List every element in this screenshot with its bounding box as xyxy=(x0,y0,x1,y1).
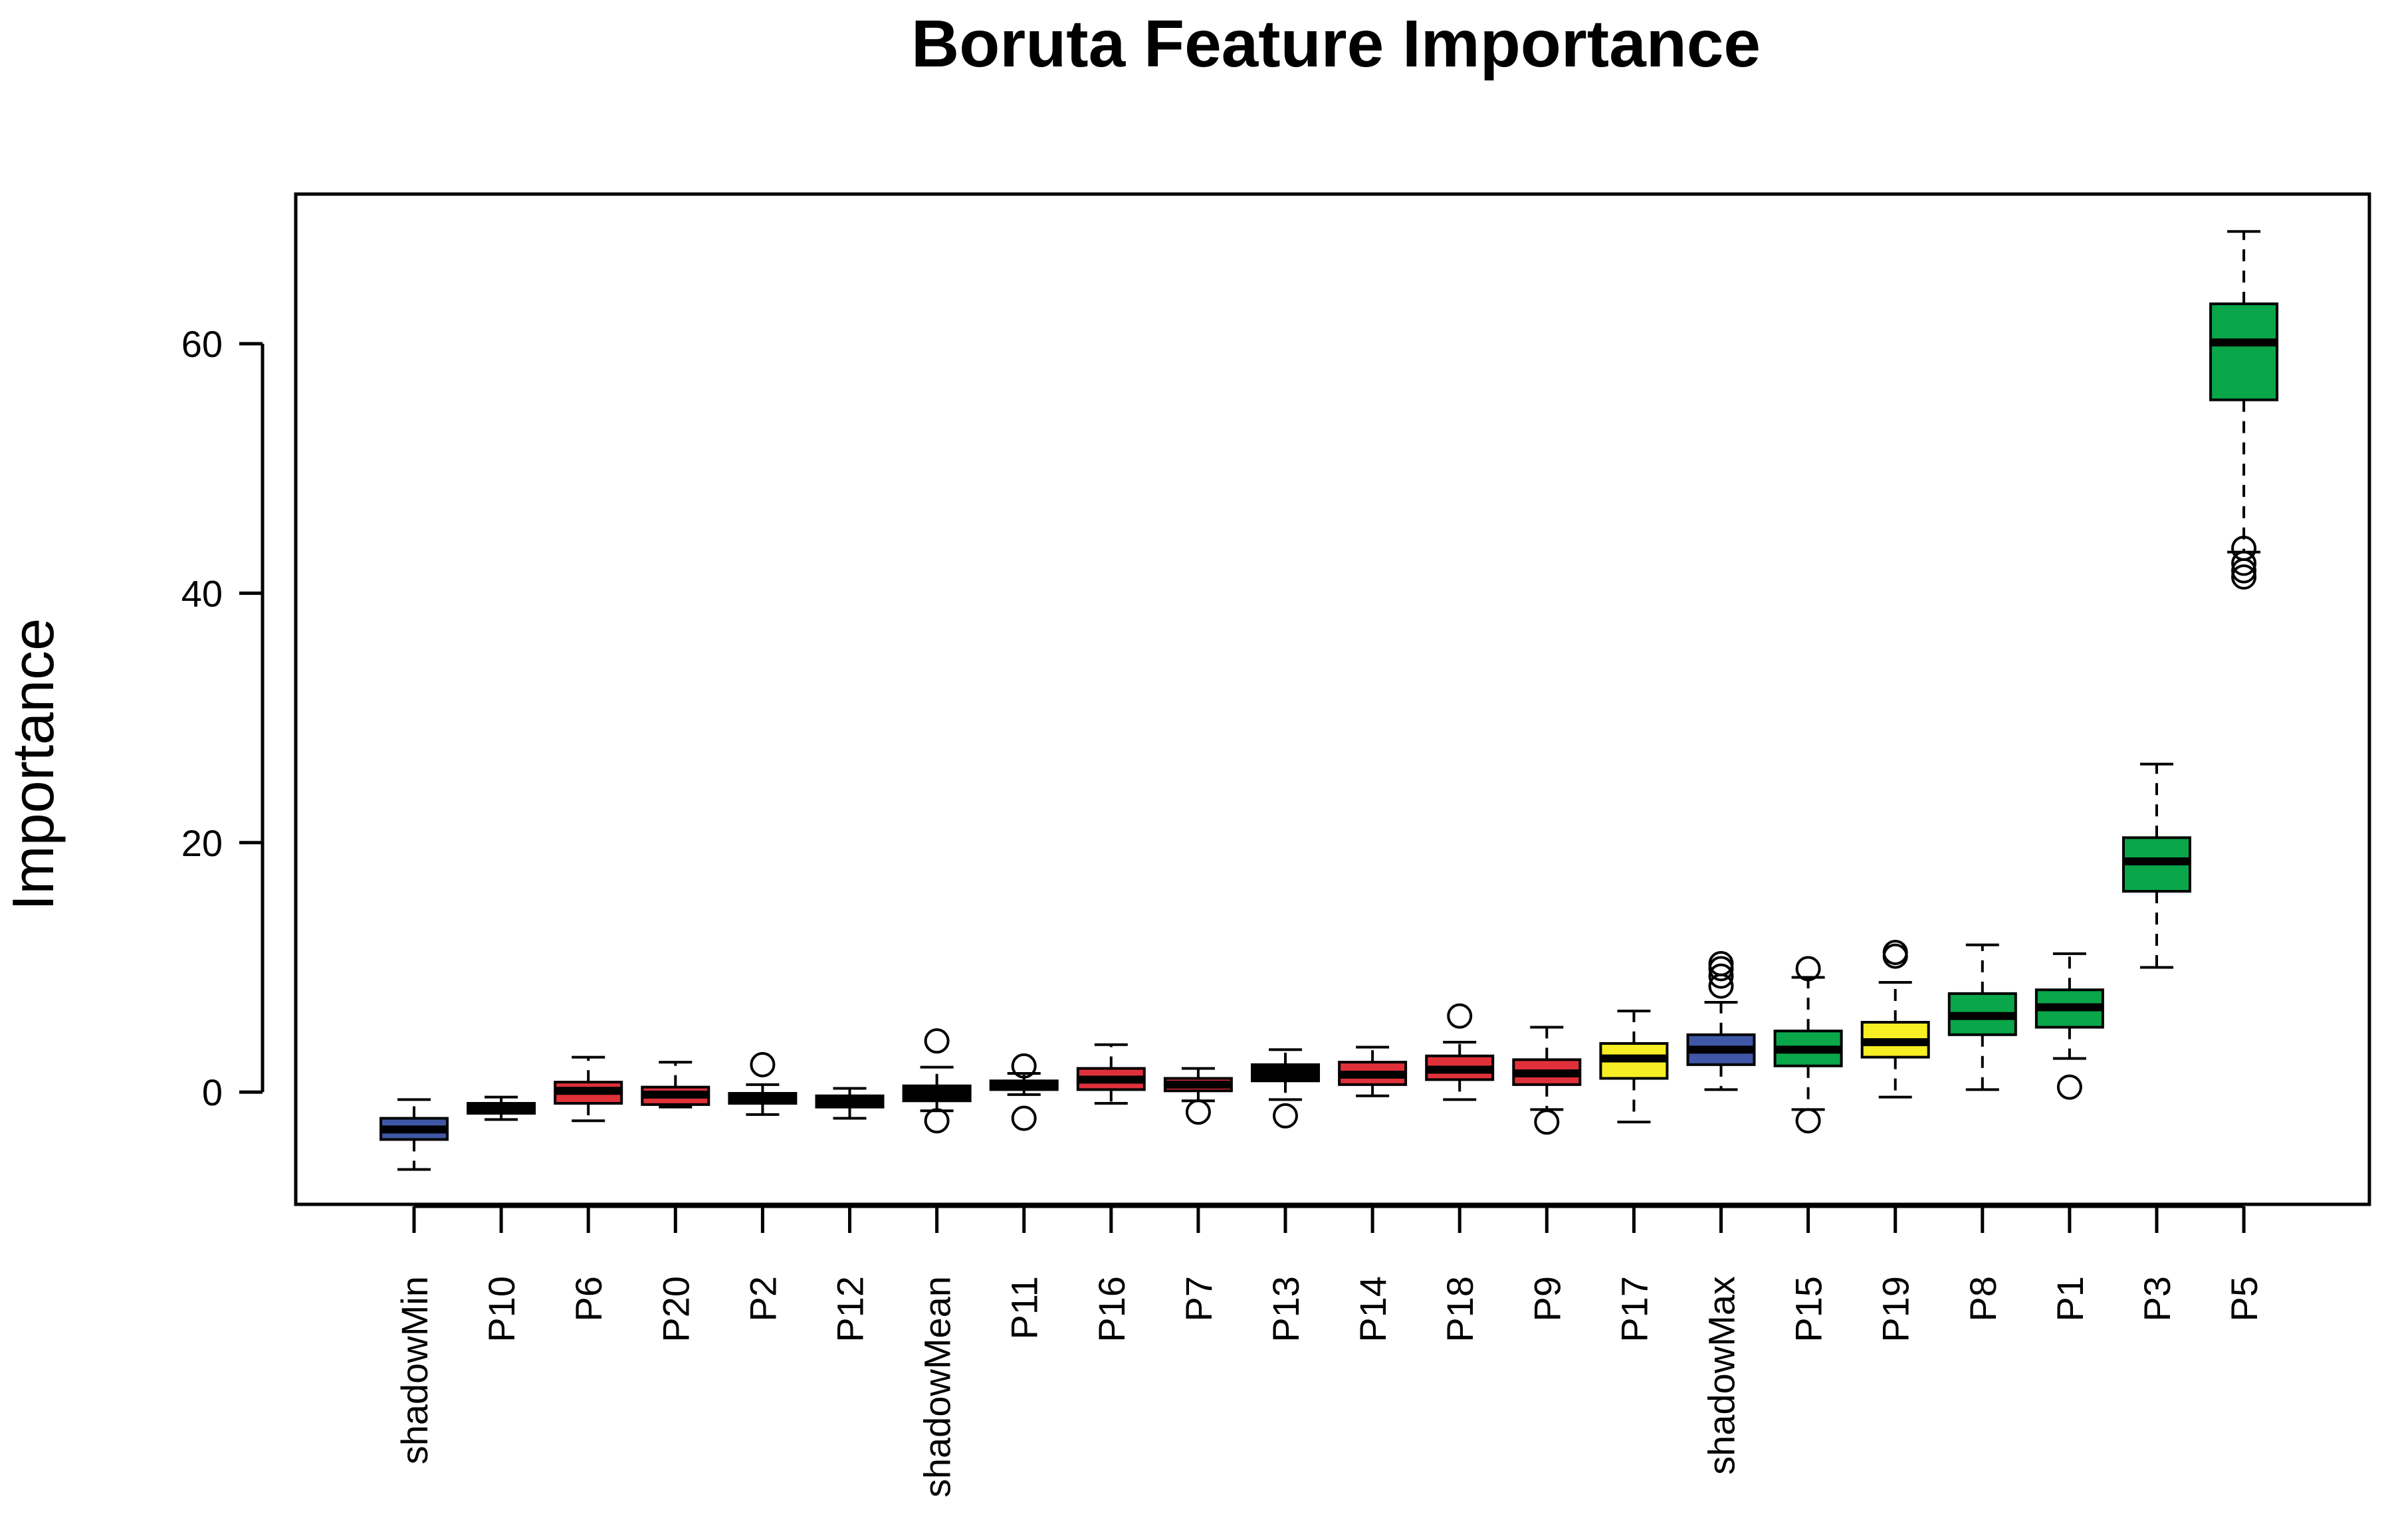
outlier-point xyxy=(1011,1053,1037,1079)
x-tick-label: shadowMin xyxy=(393,1276,435,1464)
box-P16 xyxy=(1076,1043,1146,1105)
iqr-box xyxy=(2209,302,2279,401)
box-shadowMean xyxy=(902,1028,972,1134)
boxes-layer xyxy=(379,230,2279,1171)
box-P10 xyxy=(467,1095,536,1121)
x-tick-label: P2 xyxy=(742,1276,784,1322)
x-tick-label: P10 xyxy=(481,1276,522,1343)
y-tick-label: 60 xyxy=(181,323,223,365)
x-axis: shadowMin P10 P6 P20 P2 P12 shadowMean P11 P16 P7… xyxy=(393,1204,2265,1497)
x-tick-label: shadowMax xyxy=(1701,1276,1743,1475)
box-P6 xyxy=(554,1055,623,1123)
outlier-point xyxy=(1795,1108,1821,1134)
x-tick-label: P12 xyxy=(829,1276,871,1343)
y-tick-label: 40 xyxy=(181,572,223,614)
box-P1 xyxy=(2034,952,2104,1100)
y-tick-label: 0 xyxy=(202,1071,223,1113)
outlier-point xyxy=(2231,558,2257,584)
y-axis-label: Importance xyxy=(0,618,66,911)
x-tick-label: P14 xyxy=(1352,1276,1394,1343)
x-tick-label: P9 xyxy=(1526,1276,1568,1322)
box-P14 xyxy=(1338,1045,1408,1097)
outlier-point xyxy=(1273,1103,1298,1129)
outlier-point xyxy=(2231,550,2257,576)
y-tick-label: 20 xyxy=(181,822,223,864)
box-P17 xyxy=(1599,1010,1669,1124)
x-tick-label: P7 xyxy=(1178,1276,1220,1322)
box-P18 xyxy=(1425,1003,1495,1101)
box-P5 xyxy=(2209,230,2279,590)
x-tick-label: P3 xyxy=(2136,1276,2178,1322)
outlier-point xyxy=(1011,1105,1037,1131)
outlier-point xyxy=(1708,950,1734,976)
outlier-point xyxy=(1185,1099,1211,1125)
outlier-point xyxy=(750,1051,776,1077)
outlier-point xyxy=(1882,939,1908,965)
box-P9 xyxy=(1512,1026,1582,1135)
box-P13 xyxy=(1251,1048,1320,1129)
x-tick-label: P16 xyxy=(1091,1276,1133,1343)
x-tick-label: P6 xyxy=(568,1276,609,1322)
x-tick-label: shadowMean xyxy=(917,1276,958,1497)
box-P2 xyxy=(728,1051,798,1116)
x-tick-label: P17 xyxy=(1613,1276,1655,1343)
outlier-point xyxy=(2231,564,2257,590)
box-shadowMin xyxy=(379,1098,449,1171)
plot-area-frame xyxy=(294,192,2371,1206)
x-tick-label: P5 xyxy=(2223,1276,2265,1322)
x-tick-label: P11 xyxy=(1004,1276,1045,1339)
box-P8 xyxy=(1947,943,2017,1091)
box-P15 xyxy=(1773,956,1843,1134)
box-P11 xyxy=(989,1053,1059,1131)
box-P12 xyxy=(815,1087,885,1120)
box-P20 xyxy=(641,1061,710,1109)
x-tick-label: P18 xyxy=(1439,1276,1481,1343)
x-tick-label: P15 xyxy=(1788,1276,1830,1343)
box-shadowMax xyxy=(1686,950,1756,1091)
chart-title: Boruta Feature Importance xyxy=(911,7,1761,81)
box-P3 xyxy=(2122,762,2191,969)
x-tick-label: P20 xyxy=(655,1276,697,1343)
x-tick-label: P1 xyxy=(2049,1276,2091,1322)
outlier-point xyxy=(2056,1074,2082,1100)
box-P19 xyxy=(1860,939,1930,1099)
x-tick-label: P19 xyxy=(1875,1276,1917,1343)
outlier-point xyxy=(1534,1109,1560,1135)
outlier-point xyxy=(1447,1003,1473,1029)
outlier-point xyxy=(1795,956,1821,982)
y-axis: 0 20 40 60 xyxy=(181,323,265,1113)
outlier-point xyxy=(924,1028,950,1054)
x-tick-label: P13 xyxy=(1265,1276,1307,1343)
x-tick-label: P8 xyxy=(1962,1276,2004,1322)
outlier-point xyxy=(1708,963,1734,989)
outlier-point xyxy=(924,1108,950,1134)
box-P7 xyxy=(1163,1067,1233,1125)
